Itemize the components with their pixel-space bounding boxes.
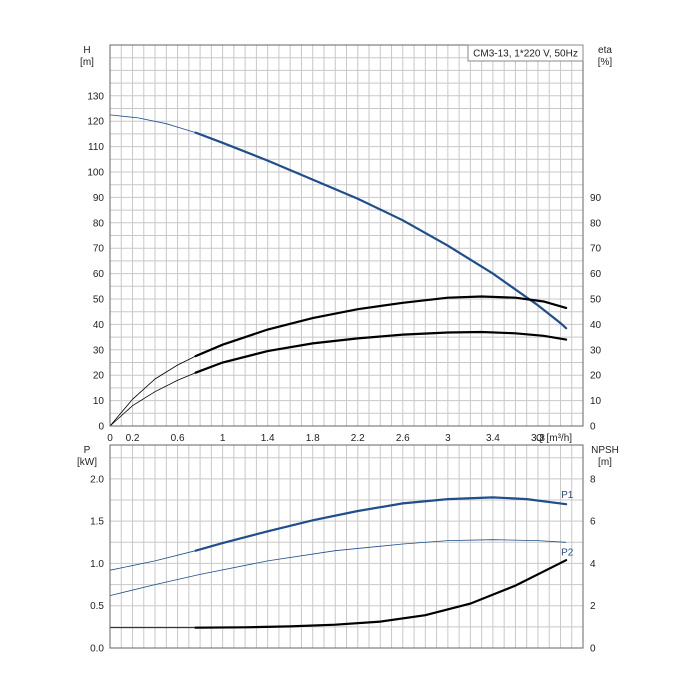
x-tick: 3.8 xyxy=(531,433,545,444)
series-label-p1: P1 xyxy=(561,490,574,501)
head-curve-thin xyxy=(109,114,196,133)
y-tick-left: 1.0 xyxy=(90,559,104,570)
y-tick-left: 2.0 xyxy=(90,474,104,485)
y-tick-right: 80 xyxy=(590,218,602,229)
y-tick-left: 60 xyxy=(93,269,105,280)
y-tick-right: 4 xyxy=(590,559,596,570)
chart-text: 0102030405060708090100110120130010203040… xyxy=(77,45,619,655)
y-tick-right: 0 xyxy=(590,644,596,655)
y-tick-right: 30 xyxy=(590,345,602,356)
plot-frame xyxy=(109,44,584,427)
y-axis-label-right: [%] xyxy=(598,57,613,68)
y-tick-right: 10 xyxy=(590,396,602,407)
grid xyxy=(110,45,583,648)
y-tick-left: 90 xyxy=(93,193,105,204)
y-tick-right: 60 xyxy=(590,269,602,280)
x-tick: 0.6 xyxy=(171,433,185,444)
plot-frame xyxy=(109,444,584,649)
x-tick: 0 xyxy=(107,433,113,444)
head-curve-bold xyxy=(194,131,568,330)
plot-frames xyxy=(109,44,584,649)
y-axis-label-right: [m] xyxy=(598,457,612,468)
y-tick-right: 50 xyxy=(590,295,602,306)
npsh-curve-bold xyxy=(194,559,568,629)
efficiency-total-curve-thin xyxy=(109,355,196,427)
y-tick-left: 10 xyxy=(93,396,105,407)
y-tick-left: 0 xyxy=(98,422,104,433)
x-tick: 1.4 xyxy=(261,433,275,444)
y-tick-right: 8 xyxy=(590,474,596,485)
y-tick-right: 0 xyxy=(590,422,596,433)
efficiency-pump-curve-thin xyxy=(109,372,196,427)
p2-curve-thin xyxy=(109,539,567,596)
legend-title: CM3-13, 1*220 V, 50Hz xyxy=(473,49,578,60)
x-tick: 1 xyxy=(220,433,226,444)
y-tick-right: 2 xyxy=(590,601,596,612)
y-tick-right: 20 xyxy=(590,371,602,382)
x-tick: 3.4 xyxy=(486,433,500,444)
y-tick-left: 40 xyxy=(93,320,105,331)
efficiency-pump-curve-bold xyxy=(194,330,568,374)
y-tick-right: 40 xyxy=(590,320,602,331)
y-axis-label-left: [kW] xyxy=(77,457,97,468)
efficiency-total-curve-bold xyxy=(194,295,568,358)
y-tick-left: 110 xyxy=(88,142,104,153)
y-axis-label-right: NPSH xyxy=(591,445,619,456)
y-tick-left: 0.5 xyxy=(90,601,104,612)
series-label-p2: P2 xyxy=(561,547,574,558)
y-tick-left: 100 xyxy=(87,168,104,179)
x-axis-label: Q [m³/h] xyxy=(536,433,572,444)
y-tick-left: 120 xyxy=(87,117,104,128)
y-axis-label-left: H xyxy=(83,45,90,56)
p1-curve-thin xyxy=(109,550,196,571)
x-tick: 3 xyxy=(445,433,451,444)
p1-curve-bold xyxy=(194,496,568,552)
x-tick: 1.8 xyxy=(306,433,320,444)
y-tick-left: 20 xyxy=(93,371,105,382)
x-tick: 0.2 xyxy=(126,433,140,444)
x-tick: 2.6 xyxy=(396,433,410,444)
y-tick-left: 130 xyxy=(87,91,104,102)
y-tick-left: 50 xyxy=(93,295,105,306)
y-tick-left: 70 xyxy=(93,244,105,255)
y-tick-left: 30 xyxy=(93,345,105,356)
y-tick-right: 90 xyxy=(590,193,602,204)
y-tick-left: 1.5 xyxy=(90,517,104,528)
y-tick-left: 80 xyxy=(93,218,105,229)
y-axis-label-right: eta xyxy=(598,45,612,56)
series-lines xyxy=(109,114,568,629)
legend-box xyxy=(467,44,584,62)
y-axis-label-left: P xyxy=(84,445,91,456)
y-tick-right: 70 xyxy=(590,244,602,255)
y-tick-left: 0.0 xyxy=(90,644,104,655)
y-axis-label-left: [m] xyxy=(80,57,94,68)
y-tick-right: 6 xyxy=(590,517,596,528)
x-tick: 2.2 xyxy=(351,433,365,444)
